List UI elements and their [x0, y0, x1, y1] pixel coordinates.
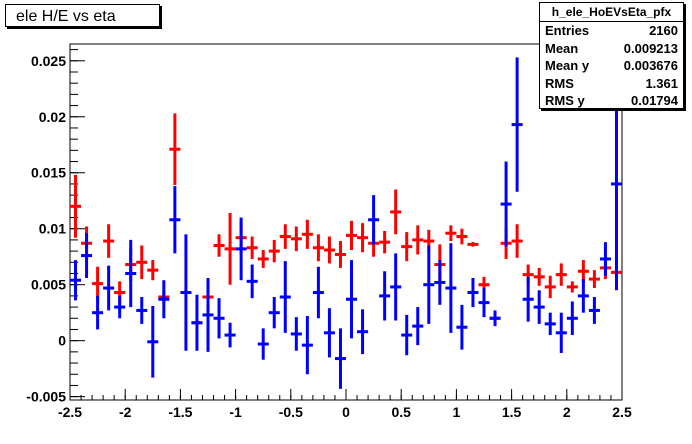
- x-tick-label: -0.5: [279, 404, 303, 420]
- stats-label: RMS: [545, 75, 574, 91]
- x-tick-label: -2: [119, 404, 132, 420]
- x-tick-label: 1: [453, 404, 461, 420]
- x-tick-label: -1.5: [168, 404, 192, 420]
- stats-row: Mean 0.009213: [540, 40, 683, 58]
- x-tick-label: 0: [342, 404, 350, 420]
- stats-value: 1.361: [645, 75, 678, 91]
- stats-value: 2160: [649, 23, 678, 38]
- stats-row: Entries 2160: [540, 22, 683, 40]
- chart-title: ele H/E vs eta: [5, 4, 160, 27]
- y-tick-label: 0.015: [31, 165, 66, 181]
- x-tick-label: 2: [563, 404, 571, 420]
- stats-row: Mean y 0.003676: [540, 57, 683, 75]
- y-tick-label: 0.025: [31, 53, 66, 69]
- stats-value: 0.009213: [623, 40, 678, 56]
- x-tick-label: -1: [229, 404, 242, 420]
- x-tick-label: -2.5: [58, 404, 82, 420]
- y-tick-label: 0.01: [39, 221, 66, 237]
- plot-frame: [69, 43, 623, 401]
- stats-value: 0.003676: [623, 58, 678, 73]
- stats-histogram-name: h_ele_HoEVsEta_pfx: [540, 3, 683, 22]
- x-tick-label: 1.5: [502, 404, 522, 420]
- stats-value: 0.01794: [631, 93, 678, 108]
- stats-label: Mean: [545, 40, 579, 56]
- y-tick-label: -0.005: [26, 389, 66, 405]
- x-tick-label: 2.5: [612, 404, 632, 420]
- x-tick-label: 0.5: [391, 404, 411, 420]
- stats-label: Entries: [545, 23, 590, 38]
- stats-row: RMS 1.361: [540, 75, 683, 93]
- stats-row: RMS y 0.01794: [540, 92, 683, 110]
- stats-label: Mean y: [545, 58, 590, 73]
- series-blue: [70, 57, 622, 389]
- y-tick-label: 0.005: [31, 277, 66, 293]
- stats-label: RMS y: [545, 93, 585, 108]
- y-tick-label: 0.02: [39, 109, 66, 125]
- stats-box: h_ele_HoEVsEta_pfx Entries 2160 Mean 0.0…: [539, 2, 684, 109]
- y-tick-label: 0: [58, 333, 66, 349]
